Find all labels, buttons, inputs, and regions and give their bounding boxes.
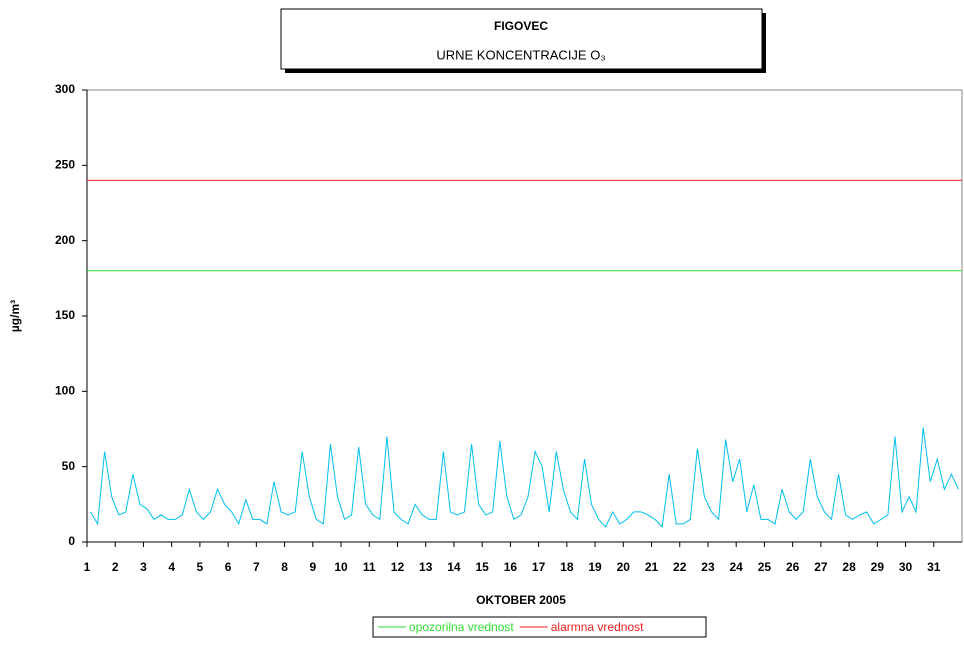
x-tick-label: 4 (168, 560, 175, 574)
chart-title: FIGOVEC (494, 19, 548, 33)
x-tick-label: 1 (84, 560, 91, 574)
y-tick-label: 200 (55, 233, 75, 247)
y-tick-label: 250 (55, 158, 75, 172)
y-tick-label: 150 (55, 308, 75, 322)
x-tick-label: 17 (532, 560, 546, 574)
legend-label: opozorilna vrednost (409, 620, 514, 634)
x-tick-label: 7 (253, 560, 260, 574)
plot-frame (86, 89, 963, 543)
legend-label: alarmna vrednost (551, 620, 644, 634)
x-tick-label: 5 (197, 560, 204, 574)
x-axis-label: OKTOBER 2005 (476, 593, 566, 607)
x-tick-label: 29 (871, 560, 885, 574)
x-tick-label: 25 (758, 560, 772, 574)
x-tick-label: 12 (391, 560, 405, 574)
y-tick-label: 0 (68, 534, 75, 548)
x-tick-label: 28 (842, 560, 856, 574)
x-tick-label: 24 (730, 560, 744, 574)
x-tick-label: 10 (334, 560, 348, 574)
x-tick-label: 14 (447, 560, 461, 574)
y-tick-label: 100 (55, 384, 75, 398)
x-tick-label: 11 (363, 560, 376, 574)
x-tick-label: 8 (281, 560, 288, 574)
x-tick-label: 23 (701, 560, 715, 574)
x-tick-label: 2 (112, 560, 119, 574)
x-tick-label: 15 (475, 560, 489, 574)
x-tick-label: 9 (309, 560, 316, 574)
x-tick-label: 27 (814, 560, 828, 574)
x-tick-label: 18 (560, 560, 574, 574)
chart-subtitle: URNE KONCENTRACIJE O₃ (436, 47, 605, 62)
x-tick-label: 20 (617, 560, 631, 574)
x-tick-label: 26 (786, 560, 800, 574)
x-tick-label: 6 (225, 560, 232, 574)
data-line (90, 427, 959, 529)
x-tick-label: 3 (140, 560, 147, 574)
x-tick-label: 30 (899, 560, 913, 574)
x-tick-label: 16 (504, 560, 518, 574)
x-tick-label: 21 (645, 560, 659, 574)
y-tick-label: 50 (62, 459, 76, 473)
x-tick-label: 22 (673, 560, 687, 574)
x-tick-label: 13 (419, 560, 433, 574)
x-tick-label: 19 (588, 560, 602, 574)
y-tick-label: 300 (55, 82, 75, 96)
title-box (280, 8, 763, 70)
x-tick-label: 31 (927, 560, 941, 574)
y-axis-label: µg/m³ (8, 300, 22, 332)
